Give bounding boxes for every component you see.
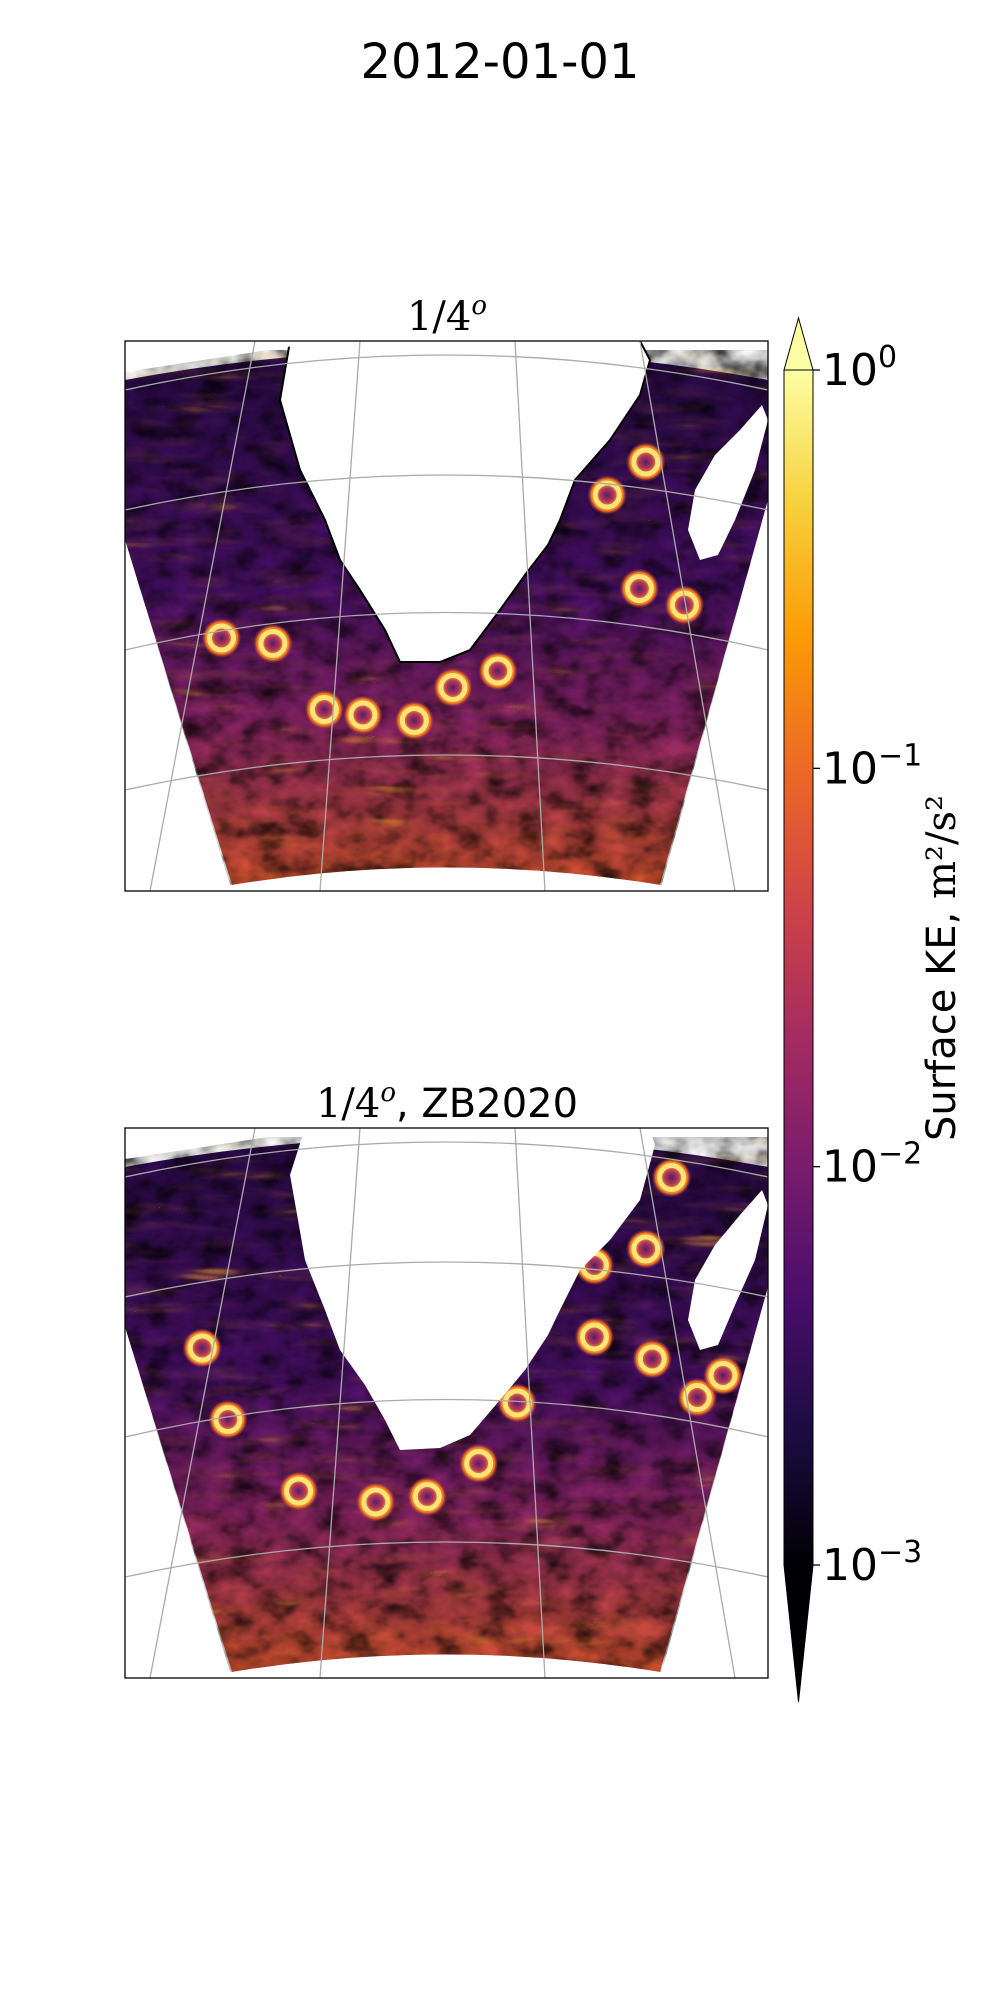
panel-top-title: 1/4o	[407, 291, 487, 340]
eddy-ring	[464, 1449, 494, 1478]
panel-bottom-land-madagascar	[688, 1190, 768, 1350]
colorbar-body	[784, 370, 813, 1565]
eddy-ring	[682, 1383, 712, 1412]
eddy-ring	[631, 1234, 661, 1264]
eddy-ring	[187, 1333, 217, 1363]
eddy-ring	[637, 1344, 667, 1374]
panel-bottom: 1/4o, ZB2020	[124, 1078, 769, 1679]
eddy-ring	[657, 1163, 687, 1192]
eddy-ring	[502, 1388, 532, 1418]
panel-top-coastline	[278, 341, 652, 663]
panel-bottom-title: 1/4o, ZB2020	[316, 1078, 578, 1127]
panel-top-land-right	[660, 500, 768, 891]
panel-top-eddies	[201, 442, 705, 741]
panel-bottom-land-left	[125, 1327, 232, 1678]
panel-bottom-land-right	[660, 1287, 768, 1678]
eddy-ring	[284, 1476, 314, 1506]
eddy-ring	[348, 700, 378, 730]
colorbar-tick-label: 10−1	[822, 738, 922, 794]
panel-top-land-africa	[280, 341, 650, 662]
panel-bottom-eddies	[182, 1157, 743, 1522]
panel-bottom-land-africa	[290, 1128, 655, 1450]
colorbar-label: Surface KE, m²/s²	[919, 795, 965, 1141]
eddy-ring	[361, 1487, 391, 1517]
figure-suptitle: 2012-01-01	[361, 34, 640, 90]
panel-top: 1/4o	[124, 291, 769, 892]
eddy-ring	[631, 447, 661, 477]
eddy-ring	[669, 590, 699, 620]
colorbar: 100 10−1 10−2 10−3 Surface KE, m²/s²	[783, 316, 965, 1703]
eddy-ring	[624, 574, 654, 603]
panel-top-land-bottom	[232, 867, 660, 891]
panel-bottom-land-corner	[125, 1128, 330, 1159]
colorbar-tick-label: 10−2	[822, 1137, 922, 1193]
eddy-ring	[438, 673, 468, 702]
eddy-ring	[309, 695, 339, 724]
eddy-ring	[708, 1361, 738, 1390]
panel-top-frame	[124, 340, 769, 892]
colorbar-extend-min	[783, 1564, 814, 1703]
eddy-ring	[206, 623, 236, 653]
panel-bottom-title-text: , ZB2020	[396, 1081, 578, 1127]
panel-top-land-left	[125, 540, 232, 891]
panel-top-gridlines	[125, 341, 768, 891]
panel-bottom-land-bottom	[232, 1654, 660, 1678]
eddy-ring	[483, 656, 513, 686]
colorbar-tick-label: 100	[822, 340, 897, 396]
colorbar-ticks: 100 10−1 10−2 10−3	[813, 340, 922, 1591]
panel-top-land-corner	[125, 341, 330, 372]
eddy-ring	[592, 480, 622, 510]
eddy-ring	[399, 706, 429, 735]
eddy-ring	[412, 1482, 442, 1511]
colorbar-outline	[783, 369, 814, 1566]
colorbar-extend-max	[783, 316, 814, 371]
eddy-ring	[579, 1322, 609, 1352]
colorbar-tick-label: 10−3	[822, 1535, 922, 1591]
panel-bottom-frame	[124, 1127, 769, 1679]
eddy-ring	[258, 629, 288, 658]
panel-bottom-gridlines	[125, 1128, 768, 1678]
panel-top-land-madagascar	[688, 405, 768, 560]
eddy-ring	[213, 1405, 243, 1434]
